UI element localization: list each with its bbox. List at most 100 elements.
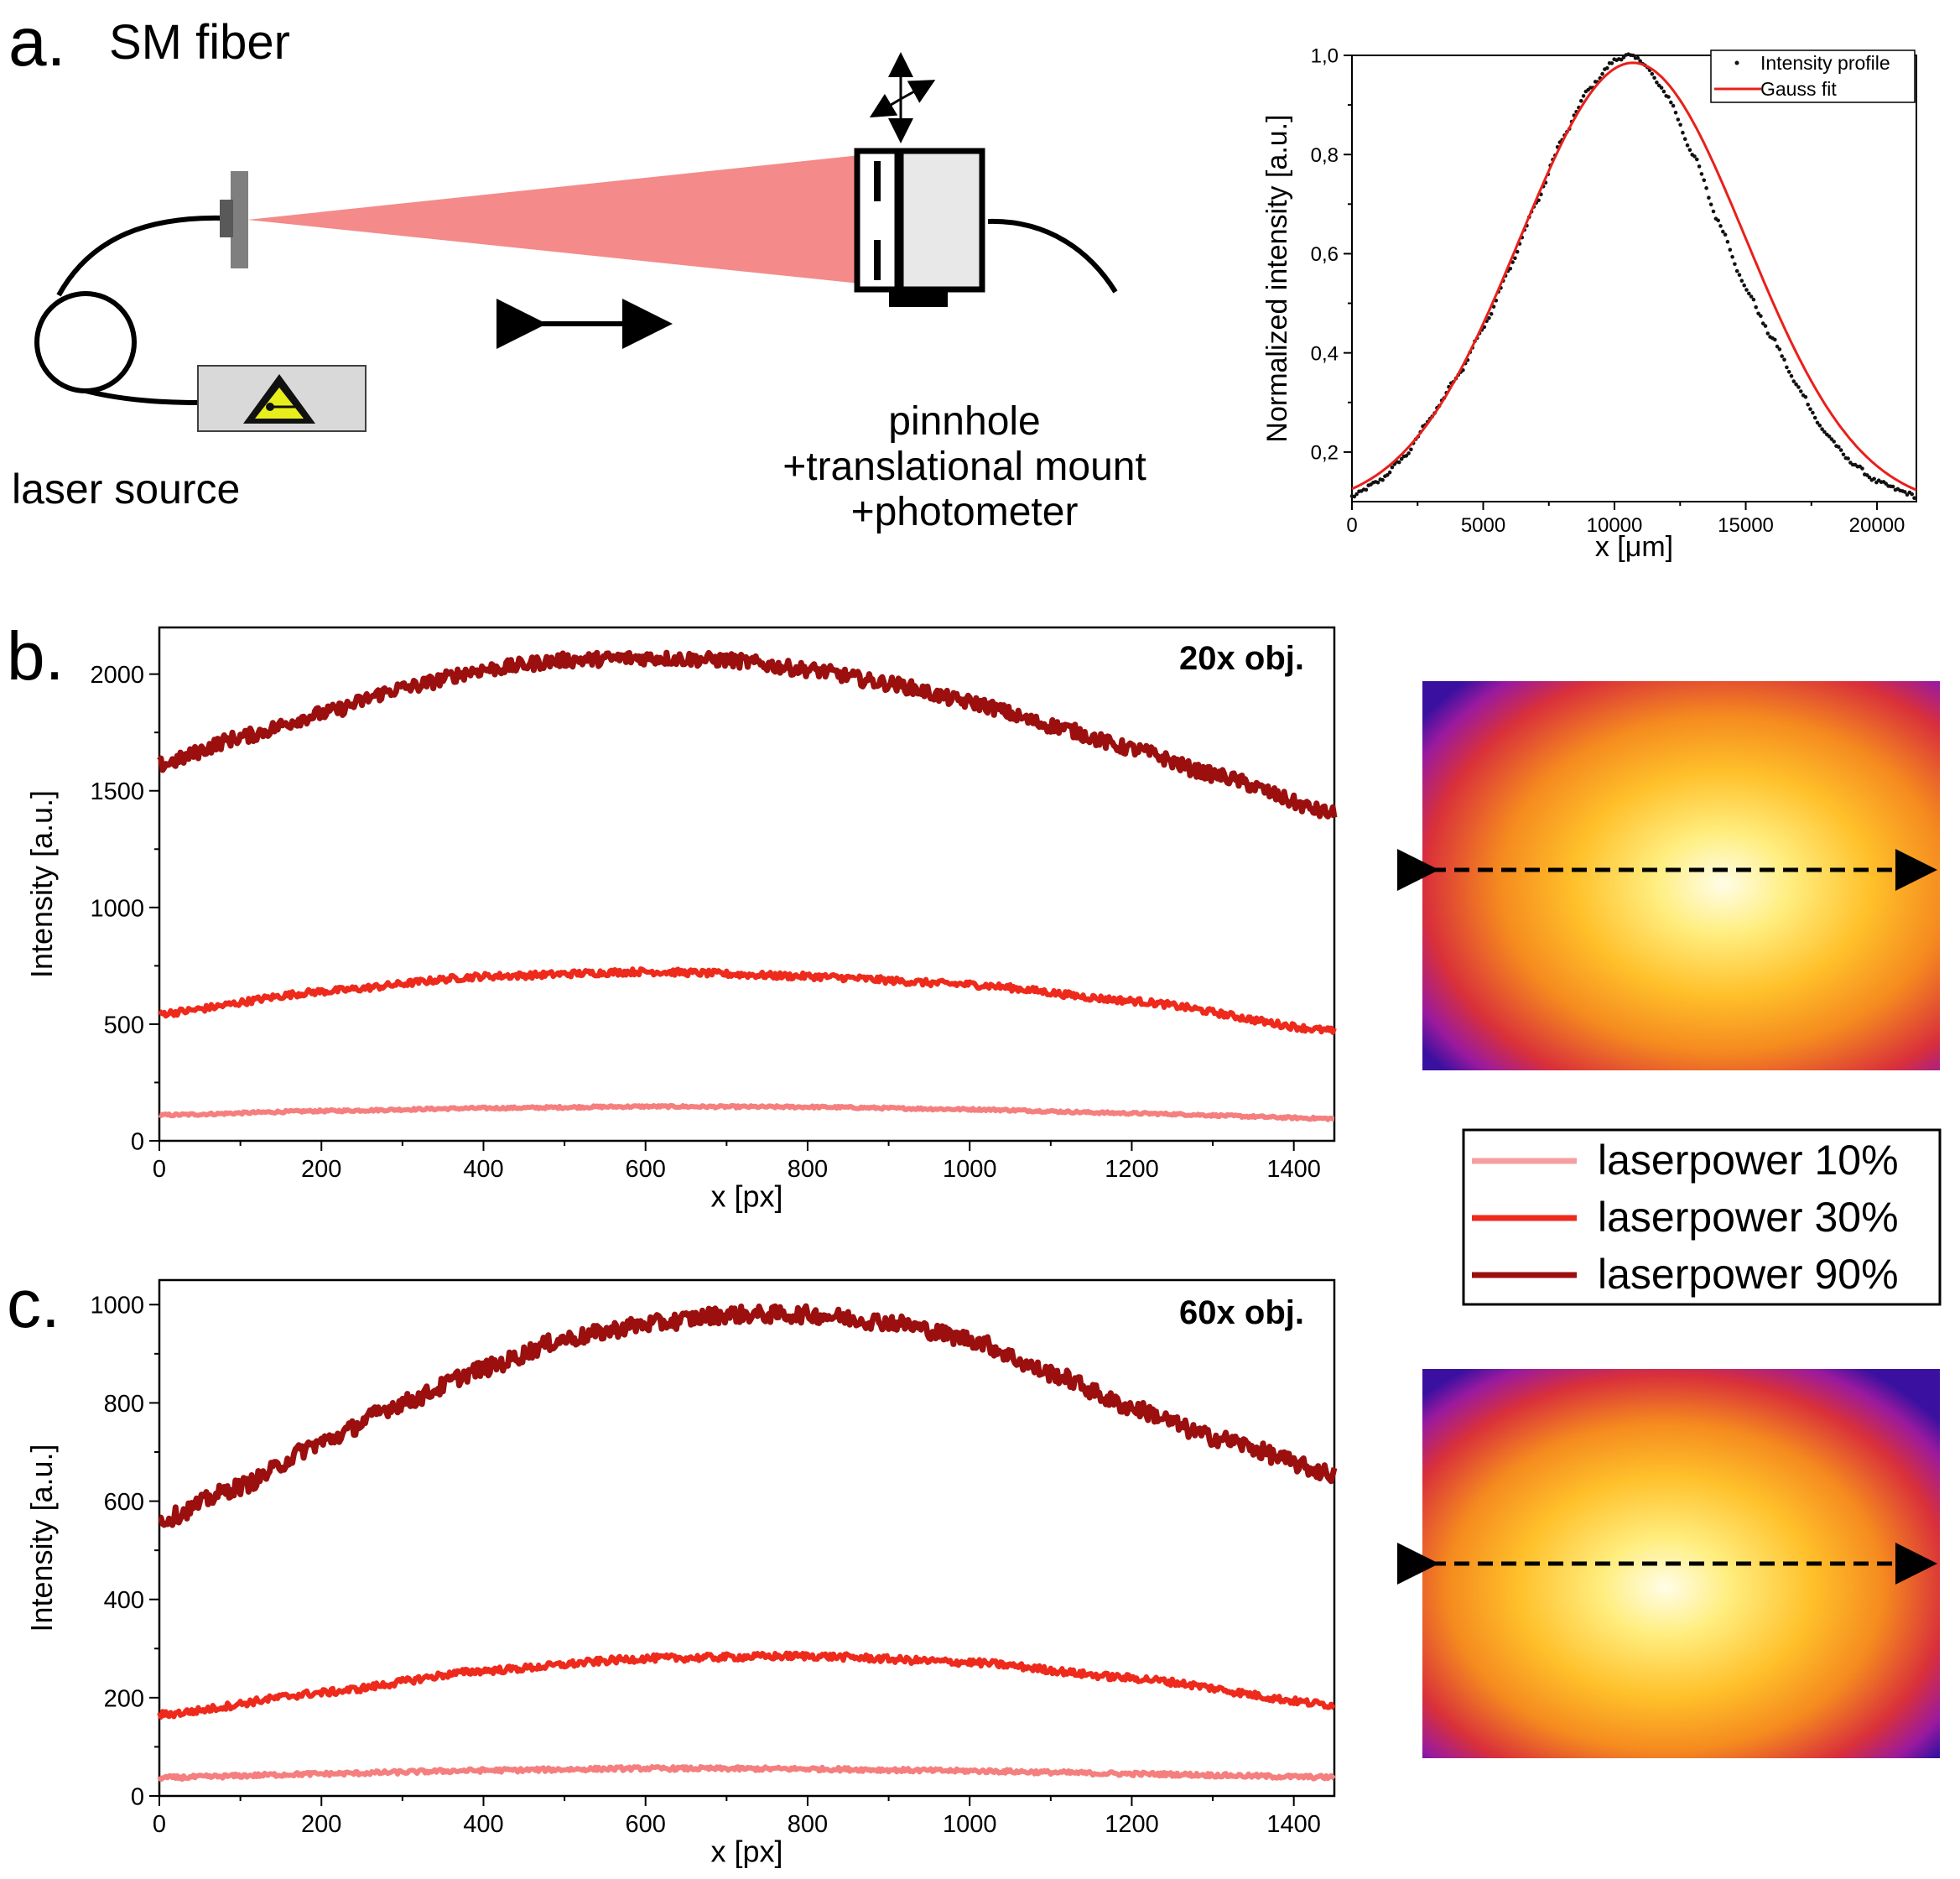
intensity-point bbox=[1699, 172, 1704, 176]
intensity-point bbox=[1638, 59, 1642, 63]
intensity-point bbox=[1697, 164, 1702, 169]
intensity-point bbox=[1702, 178, 1707, 183]
intensity-point bbox=[1354, 492, 1359, 497]
intensity-point bbox=[1621, 55, 1626, 60]
y-tick-label: 400 bbox=[104, 1587, 144, 1614]
intensity-point bbox=[1695, 157, 1699, 162]
intensity-point bbox=[1910, 492, 1914, 497]
x-axis-label: x [μm] bbox=[1595, 531, 1673, 563]
intensity-point bbox=[1721, 229, 1725, 234]
intensity-point bbox=[1513, 256, 1517, 261]
intensity-point bbox=[1841, 452, 1846, 457]
gauss-fit-line bbox=[1351, 61, 1917, 492]
intensity-point bbox=[1799, 389, 1803, 393]
intensity-point bbox=[1754, 304, 1758, 310]
intensity-point bbox=[1789, 374, 1794, 378]
panel-c-beam-image bbox=[1397, 1369, 1940, 1758]
fiber-connector bbox=[220, 200, 233, 237]
intensity-point bbox=[1775, 344, 1780, 349]
detector-base bbox=[889, 292, 948, 307]
intensity-point bbox=[1609, 61, 1614, 65]
intensity-point bbox=[1777, 347, 1782, 351]
intensity-point bbox=[1763, 324, 1768, 328]
intensity-point bbox=[1806, 403, 1810, 407]
intensity-point bbox=[1380, 477, 1385, 482]
panel-c-chart: 0 200 400 600 800 1000 1200 1400 0 200 400 600 800 10… bbox=[24, 1278, 1338, 1869]
panel-a-title: SM fiber bbox=[109, 15, 290, 70]
y-axis-label: Intensity [a.u.] bbox=[24, 1444, 59, 1632]
intensity-point bbox=[1673, 111, 1678, 115]
gauss-chart: 0 5000 10000 15000 20000 0,2 0,4 0,6 0,8 1,0 x [μm… bbox=[1261, 45, 1917, 563]
x-axis-label: x [px] bbox=[710, 1179, 782, 1214]
intensity-point bbox=[1669, 100, 1673, 105]
intensity-point bbox=[1671, 103, 1676, 108]
intensity-point bbox=[1659, 86, 1664, 90]
intensity-point bbox=[1652, 75, 1656, 81]
intensity-point bbox=[1890, 484, 1895, 489]
intensity-point bbox=[1751, 297, 1756, 302]
intensity-point bbox=[1756, 311, 1760, 316]
intensity-point bbox=[1747, 291, 1751, 296]
intensity-point bbox=[1737, 273, 1742, 278]
legend-label-30: laserpower 30% bbox=[1598, 1194, 1899, 1241]
x-axis-label: x [px] bbox=[710, 1835, 782, 1869]
intensity-point bbox=[1399, 456, 1404, 461]
intensity-point bbox=[1791, 379, 1796, 383]
detector-assembly bbox=[854, 52, 985, 307]
y-tick-label: 0,2 bbox=[1311, 442, 1339, 465]
y-tick-label: 1500 bbox=[90, 778, 144, 805]
intensity-point bbox=[1827, 435, 1832, 439]
intensity-point bbox=[1635, 55, 1640, 60]
intensity-point bbox=[1579, 99, 1583, 103]
y-tick-label: 200 bbox=[104, 1685, 144, 1712]
x-tick-label: 600 bbox=[626, 1811, 666, 1838]
intensity-point bbox=[1912, 496, 1916, 500]
panel-c-letter: c. bbox=[7, 1266, 60, 1342]
intensity-point bbox=[1656, 83, 1661, 88]
intensity-point bbox=[1837, 445, 1841, 449]
intensity-point bbox=[1773, 337, 1777, 342]
gauss-chart-legend: Intensity profile Gauss fit bbox=[1710, 49, 1916, 103]
x-tick-label: 800 bbox=[788, 1156, 828, 1183]
intensity-point bbox=[1829, 437, 1834, 441]
plot-frame bbox=[158, 626, 1336, 1142]
series-line-10pct bbox=[158, 1102, 1336, 1122]
intensity-point bbox=[1832, 440, 1836, 444]
intensity-point bbox=[1803, 395, 1808, 399]
intensity-point bbox=[1491, 304, 1496, 309]
y-tick-label: 500 bbox=[104, 1012, 144, 1038]
intensity-point bbox=[1581, 94, 1586, 98]
x-tick-label: 1400 bbox=[1266, 1811, 1321, 1838]
intensity-point bbox=[1872, 476, 1876, 481]
intensity-point bbox=[1711, 209, 1716, 214]
intensity-point bbox=[1808, 407, 1812, 412]
intensity-point bbox=[1728, 247, 1733, 252]
intensity-point bbox=[1687, 148, 1692, 153]
intensity-point bbox=[1605, 65, 1609, 70]
plot-frame bbox=[1351, 55, 1917, 502]
intensity-point bbox=[1692, 154, 1697, 159]
x-tick-label: 1000 bbox=[943, 1156, 997, 1183]
gauss-legend-box bbox=[1710, 49, 1916, 103]
detector-label-line-3: +photometer bbox=[851, 490, 1079, 534]
intensity-point bbox=[1785, 365, 1789, 370]
intensity-point bbox=[1409, 447, 1413, 452]
intensity-point bbox=[1780, 354, 1784, 358]
intensity-point bbox=[1676, 117, 1681, 122]
intensity-point bbox=[1822, 429, 1827, 435]
intensity-point bbox=[1884, 481, 1888, 486]
intensity-point bbox=[1678, 122, 1682, 128]
x-tick-label: 10000 bbox=[1587, 514, 1643, 537]
y-tick-label: 1000 bbox=[90, 895, 144, 922]
panel-b-objective-label: 20x obj. bbox=[1179, 640, 1304, 677]
y-tick-label: 0,4 bbox=[1311, 342, 1339, 365]
intensity-point bbox=[1820, 427, 1824, 431]
intensity-point bbox=[1404, 454, 1409, 458]
x-tick-label: 800 bbox=[788, 1811, 828, 1838]
y-tick-label: 0 bbox=[131, 1128, 144, 1155]
intensity-point bbox=[1902, 490, 1907, 494]
intensity-point bbox=[1812, 415, 1817, 420]
legend: laserpower 10% laserpower 30% laserpower… bbox=[1462, 1128, 1942, 1306]
y-tick-label: 1000 bbox=[90, 1293, 144, 1319]
y-tick-label: 800 bbox=[104, 1391, 144, 1418]
